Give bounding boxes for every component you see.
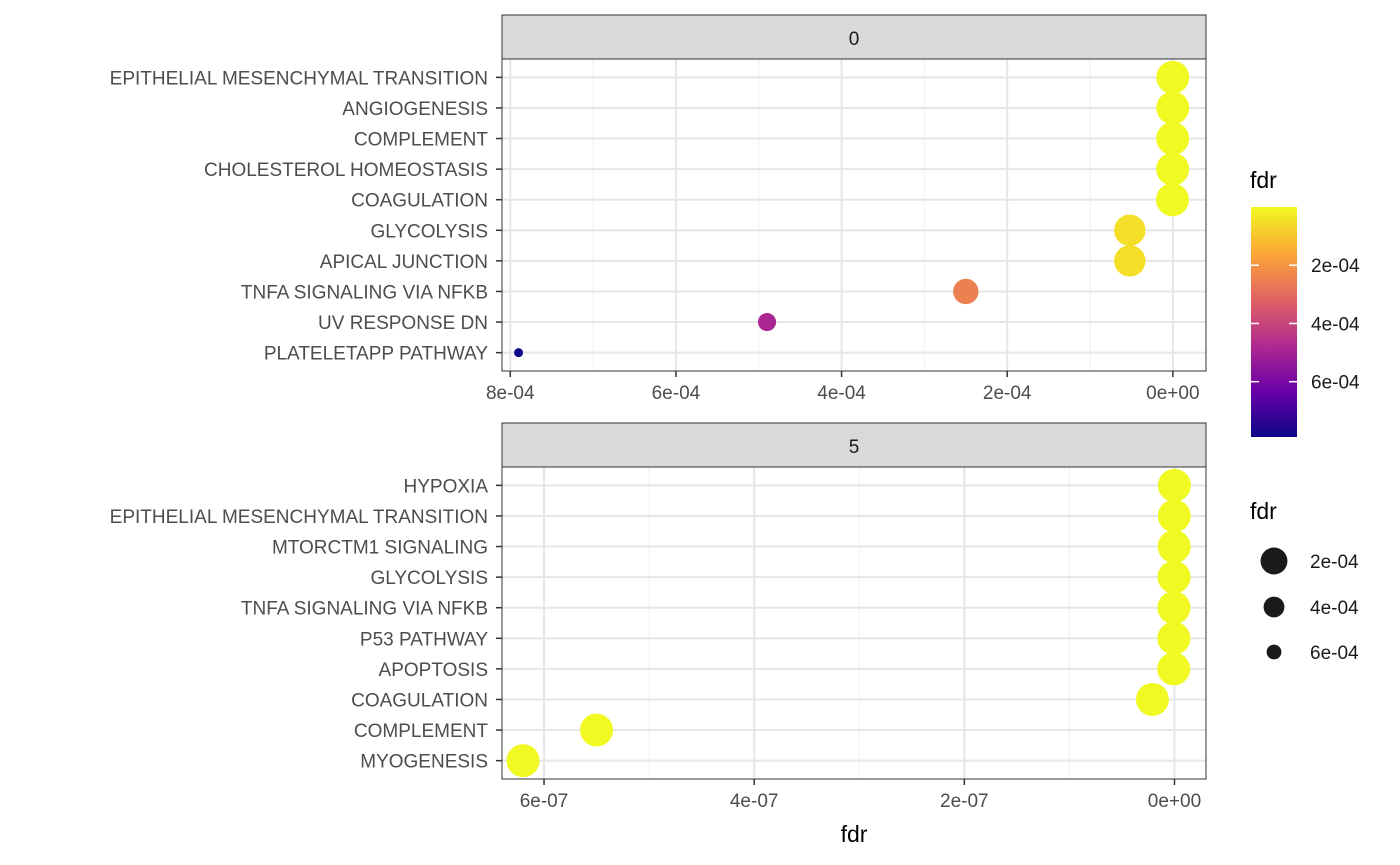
data-point xyxy=(1156,122,1190,156)
x-tick-label: 8e-04 xyxy=(486,383,535,404)
data-point xyxy=(1157,499,1191,533)
panel-5-strip-label: 5 xyxy=(849,437,860,458)
panel-5-x-axis: 6e-07 4e-07 2e-07 0e+00 xyxy=(520,779,1201,812)
category-label: PLATELETAPP PATHWAY xyxy=(264,344,489,365)
data-point xyxy=(1114,214,1146,247)
panel-0-border xyxy=(501,58,1207,372)
category-label: COMPLEMENT xyxy=(354,721,488,742)
data-point xyxy=(1157,652,1191,686)
category-label: TNFA SIGNALING VIA NFKB xyxy=(241,599,488,620)
panel-0-points xyxy=(514,60,1190,358)
data-point xyxy=(1157,591,1191,625)
color-legend: fdr 2e-04 4e-04 6e-04 xyxy=(1250,167,1360,437)
data-point xyxy=(506,744,540,778)
data-point xyxy=(1114,245,1146,277)
panel-0-strip-label: 0 xyxy=(849,29,860,50)
color-legend-title: fdr xyxy=(1250,167,1277,193)
panel-5-background xyxy=(502,467,1206,779)
data-point xyxy=(1157,530,1191,564)
panel-5-y-axis: HYPOXIA EPITHELIAL MESENCHYMAL TRANSITION… xyxy=(110,476,502,773)
panel-0: 0 EPITHELIAL MESENCHYMAL TRANSITION ANGIO… xyxy=(110,14,1207,404)
color-bar-ticks: 2e-04 4e-04 6e-04 xyxy=(1251,256,1360,394)
category-label: MYOGENESIS xyxy=(360,752,488,773)
panel-5-strip xyxy=(501,422,1207,468)
data-point xyxy=(1156,91,1190,125)
x-tick-label: 4e-04 xyxy=(817,383,866,404)
category-label: COAGULATION xyxy=(351,191,488,212)
category-label: TNFA SIGNALING VIA NFKB xyxy=(241,282,488,303)
data-point xyxy=(1155,183,1189,217)
data-point xyxy=(1156,60,1190,94)
panel-0-x-axis: 8e-04 6e-04 4e-04 2e-04 0e+00 xyxy=(486,371,1200,404)
x-tick-label: 0e+00 xyxy=(1146,383,1199,404)
data-point xyxy=(1156,152,1190,186)
color-bar xyxy=(1251,207,1297,437)
panel-5-points xyxy=(506,468,1191,778)
data-point xyxy=(1135,682,1169,716)
category-label: GLYCOLYSIS xyxy=(370,221,488,242)
category-label: ANGIOGENESIS xyxy=(342,99,488,120)
size-legend-keys: 2e-04 4e-04 6e-04 xyxy=(1260,547,1359,664)
data-point xyxy=(1157,468,1191,502)
x-tick-label: 6e-04 xyxy=(652,383,701,404)
color-bar-tick-label: 2e-04 xyxy=(1311,256,1360,277)
x-tick-label: 0e+00 xyxy=(1148,791,1201,812)
panel-0-background xyxy=(502,59,1206,371)
category-label: APICAL JUNCTION xyxy=(320,252,488,273)
category-label: EPITHELIAL MESENCHYMAL TRANSITION xyxy=(110,68,488,89)
size-legend-label: 2e-04 xyxy=(1310,552,1359,573)
size-legend-key xyxy=(1260,547,1288,575)
panel-0-strip xyxy=(501,14,1207,60)
data-point xyxy=(1157,560,1191,594)
category-label: EPITHELIAL MESENCHYMAL TRANSITION xyxy=(110,507,488,528)
category-label: COAGULATION xyxy=(351,690,488,711)
x-tick-label: 4e-07 xyxy=(730,791,779,812)
category-label: COMPLEMENT xyxy=(354,130,488,151)
panel-5: 5 HYPOXIA EPITHELIAL MESENCHYMAL TRANSITI… xyxy=(110,422,1207,812)
category-label: P53 PATHWAY xyxy=(360,629,488,650)
x-tick-label: 2e-04 xyxy=(983,383,1032,404)
x-axis-title: fdr xyxy=(841,821,868,847)
panel-5-border xyxy=(501,466,1207,780)
category-label: MTORCTM1 SIGNALING xyxy=(272,538,488,559)
size-legend-key xyxy=(1263,596,1285,618)
category-label: GLYCOLYSIS xyxy=(370,568,488,589)
color-bar-tick-label: 4e-04 xyxy=(1311,314,1360,335)
data-point xyxy=(580,713,614,747)
size-legend-label: 4e-04 xyxy=(1310,598,1359,619)
x-tick-label: 2e-07 xyxy=(940,791,989,812)
category-label: CHOLESTEROL HOMEOSTASIS xyxy=(204,160,488,181)
size-legend-title: fdr xyxy=(1250,498,1277,524)
data-point xyxy=(1157,621,1191,655)
size-legend-label: 6e-04 xyxy=(1310,643,1359,664)
category-label: APOPTOSIS xyxy=(379,660,488,681)
category-label: UV RESPONSE DN xyxy=(318,313,488,334)
size-legend-key xyxy=(1266,644,1282,660)
x-tick-label: 6e-07 xyxy=(520,791,569,812)
category-label: HYPOXIA xyxy=(404,476,489,497)
data-point xyxy=(953,278,979,305)
data-point xyxy=(757,313,777,332)
size-legend: fdr 2e-04 4e-04 6e-04 xyxy=(1250,498,1359,664)
data-point xyxy=(514,348,524,358)
color-bar-tick-label: 6e-04 xyxy=(1311,373,1360,394)
panel-0-y-axis: EPITHELIAL MESENCHYMAL TRANSITION ANGIOGE… xyxy=(110,68,502,365)
